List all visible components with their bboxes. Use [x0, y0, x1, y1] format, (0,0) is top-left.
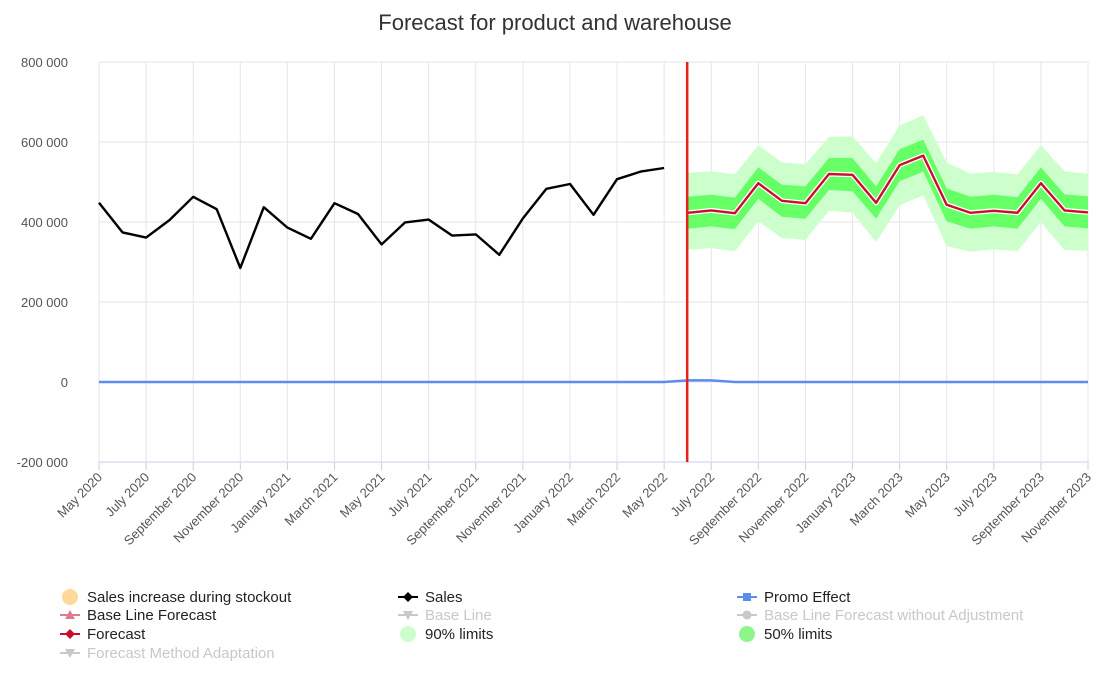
grid: [98, 61, 1089, 463]
legend-item-promo-effect[interactable]: Promo Effect: [737, 589, 851, 606]
legend-marker-circle: [400, 626, 416, 642]
legend-label: Sales increase during stockout: [87, 589, 292, 606]
legend-label: Forecast Method Adaptation: [87, 645, 275, 662]
legend-marker-triangle-down: [65, 649, 75, 658]
x-tick-label: July 2023: [950, 470, 1000, 520]
x-tick-label: May 2020: [54, 470, 105, 521]
x-tick-label: July 2021: [385, 470, 435, 520]
legend-item-forecast-method-adaptation[interactable]: Forecast Method Adaptation: [60, 645, 275, 662]
legend-item-50-limits[interactable]: 50% limits: [739, 626, 832, 643]
y-tick-label: 0: [61, 375, 68, 390]
series-line-sales: [98, 166, 665, 270]
legend-marker-square: [743, 593, 751, 601]
legend-item-base-line-forecast[interactable]: Base Line Forecast: [60, 607, 217, 624]
legend-label: Promo Effect: [764, 589, 851, 606]
y-tick-label: 600 000: [21, 135, 68, 150]
series-line-promo-effect: [99, 379, 1088, 384]
chart-title: Forecast for product and warehouse: [378, 10, 731, 35]
legend-item-sales[interactable]: Sales: [398, 589, 463, 606]
series-line-forecast: [687, 154, 1089, 215]
legend-marker-diamond: [403, 592, 413, 602]
y-tick-label: 200 000: [21, 295, 68, 310]
legend: Sales increase during stockout Sales Promo…: [60, 589, 1024, 662]
legend-label: Base Line: [425, 607, 492, 624]
x-tick-label: May 2023: [902, 470, 953, 521]
legend-label: 90% limits: [425, 626, 493, 643]
y-tick-label: 400 000: [21, 215, 68, 230]
legend-label: Base Line Forecast without Adjustment: [764, 607, 1024, 624]
y-tick-label: 800 000: [21, 55, 68, 70]
legend-marker-diamond: [65, 629, 75, 639]
x-tick-label: July 2022: [667, 470, 717, 520]
x-tick-label: May 2022: [619, 470, 670, 521]
x-tick-label: May 2021: [337, 470, 388, 521]
legend-item-90-limits[interactable]: 90% limits: [400, 626, 493, 643]
x-tick-label: July 2020: [102, 470, 152, 520]
legend-label: 50% limits: [764, 626, 832, 643]
legend-label: Forecast: [87, 626, 146, 643]
legend-item-base-line-forecast-without-adjustment[interactable]: Base Line Forecast without Adjustment: [737, 607, 1024, 624]
legend-marker-circle: [62, 589, 78, 605]
legend-item-base-line[interactable]: Base Line: [398, 607, 492, 624]
legend-marker-circle: [739, 626, 755, 642]
legend-marker-triangle: [65, 610, 75, 619]
legend-label: Base Line Forecast: [87, 607, 217, 624]
series-lines: [98, 62, 1089, 462]
legend-label: Sales: [425, 589, 463, 606]
legend-item-sales-increase-during-stockout[interactable]: Sales increase during stockout: [62, 589, 292, 606]
y-tick-label: -200 000: [17, 455, 68, 470]
legend-item-forecast[interactable]: Forecast: [60, 626, 146, 643]
legend-marker-triangle-down: [403, 611, 413, 620]
legend-marker-dot: [742, 610, 752, 620]
